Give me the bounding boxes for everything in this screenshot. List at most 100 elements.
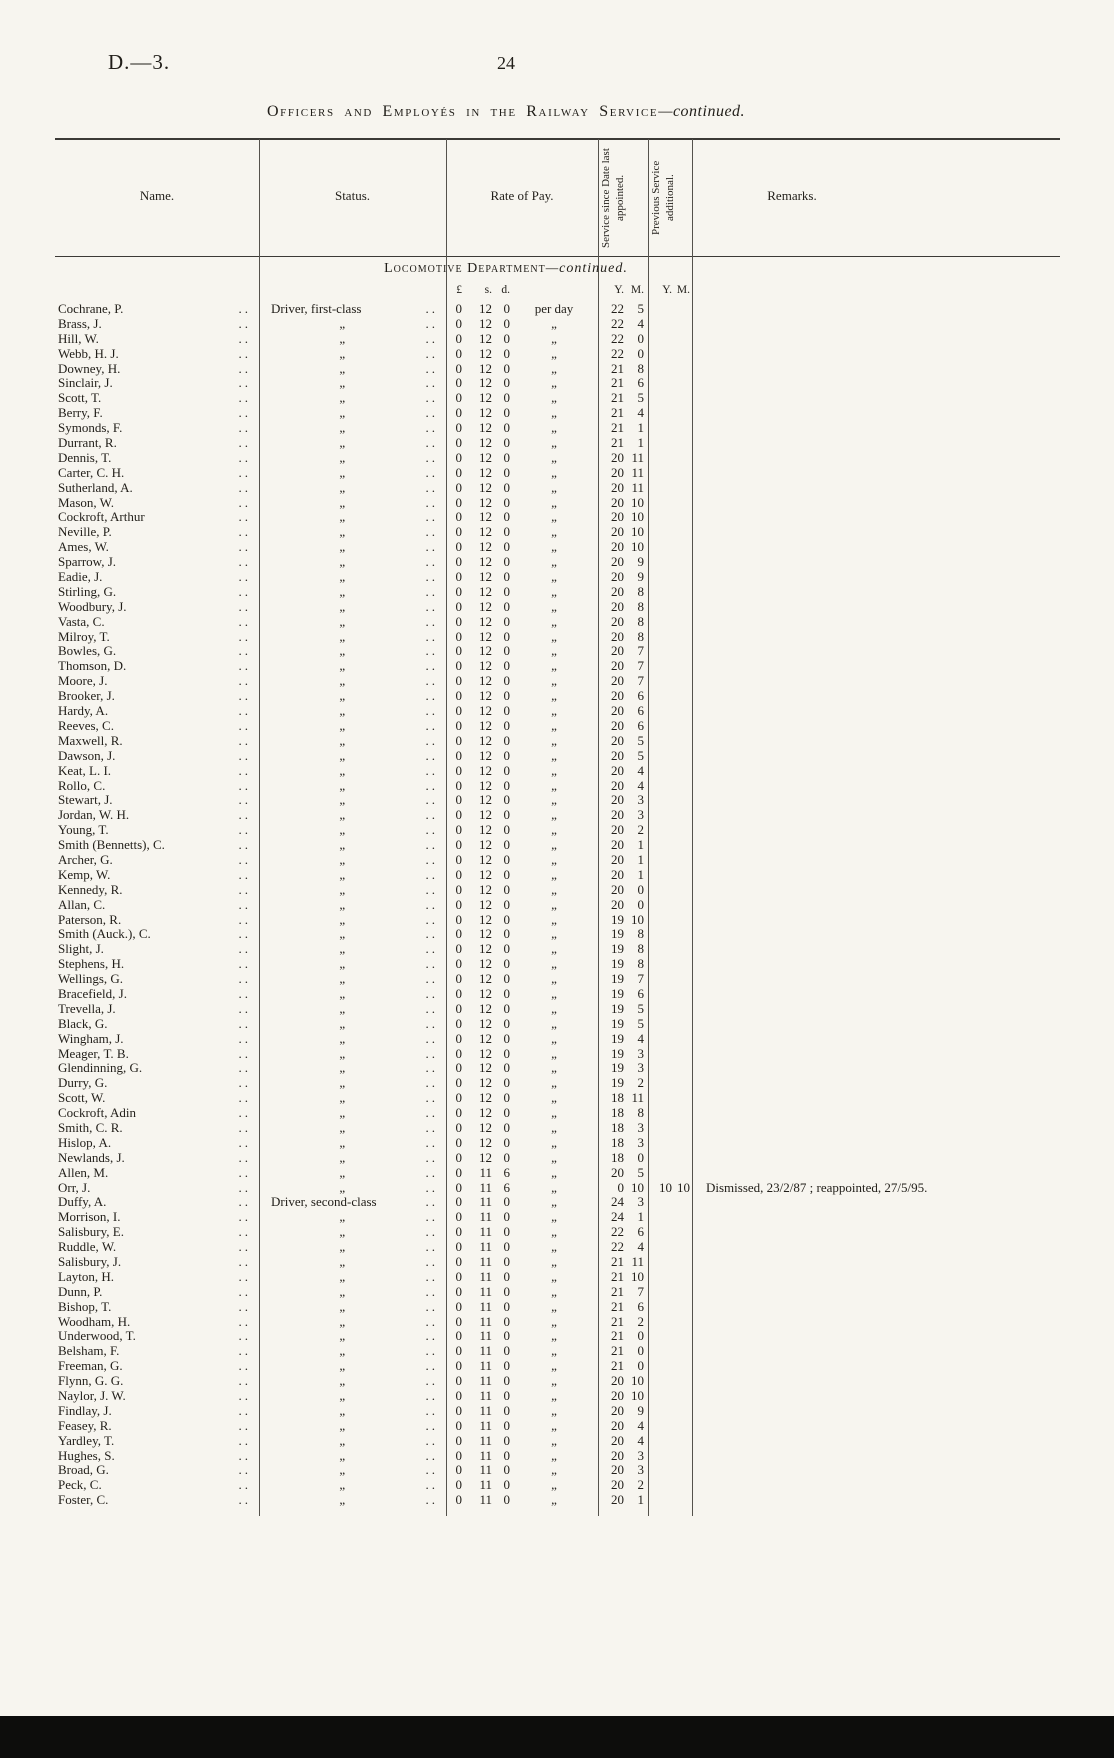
previous-years [648,555,672,570]
cell-service-since: 21 0 [598,1343,648,1359]
rate-unit: „ [551,1239,557,1255]
previous-years [648,1300,672,1315]
leader-dots: .. [238,554,251,570]
employee-name: Cockroft, Adin [58,1105,136,1121]
rate-shillings: 11 [479,1268,492,1284]
remarks-text [692,481,1060,496]
table-row: Ames, W. .. „ .. 0 12 0 „ 20 10 [55,539,1060,555]
cell-rate: 0 12 0 „ [446,748,598,764]
leader-dots: .. [425,777,438,793]
previous-years [648,1091,672,1106]
previous-months [672,1002,690,1017]
employee-status: „ [339,1298,346,1314]
cell-previous-service [648,1359,692,1374]
previous-years [648,704,672,719]
leader-dots: .. [425,688,438,704]
service-years: 22 [611,330,624,346]
rate-pounds: 0 [455,822,463,838]
service-months: 3 [637,1194,645,1210]
employee-name: Moore, J. [58,673,108,689]
employee-name: Flynn, G. G. [58,1373,124,1389]
rate-unit: „ [551,866,557,882]
leader-dots: .. [238,315,251,331]
rate-unit: „ [551,1417,557,1433]
rate-pence: 0 [503,1477,511,1493]
previous-years [648,1195,672,1210]
previous-years [648,764,672,779]
rate-pounds: 0 [455,1447,463,1463]
service-months: 7 [637,673,645,689]
rate-pounds: 0 [455,598,463,614]
service-years: 22 [611,315,624,331]
cell-status: „ .. [259,1120,446,1136]
cell-previous-service [648,719,692,734]
employee-status: „ [339,345,346,361]
leader-dots: .. [238,1075,251,1091]
table-row: Stephens, H. .. „ .. 0 12 0 „ 19 8 [55,956,1060,972]
leader-dots: .. [238,628,251,644]
table-row: Scott, W. .. „ .. 0 12 0 „ 18 11 [55,1090,1060,1106]
cell-service-since: 20 5 [598,748,648,764]
service-years: 18 [611,1119,624,1135]
service-years: 20 [611,717,624,733]
rate-pence: 0 [503,1402,511,1418]
rate-unit: „ [551,375,557,391]
previous-months [672,1285,690,1300]
service-years: 21 [611,1358,624,1374]
rate-pounds: 0 [455,837,463,853]
cell-previous-service [648,496,692,511]
rate-unit: „ [551,1105,557,1121]
rate-pounds: 0 [455,613,463,629]
previous-months [672,630,690,645]
cell-name: Freeman, G. .. [55,1358,259,1374]
rate-pence: 0 [503,1134,511,1150]
service-months: 4 [637,1432,645,1448]
cell-service-since: 18 11 [598,1090,648,1106]
employee-status: „ [339,479,346,495]
cell-service-since: 21 1 [598,435,648,451]
previous-months [672,1106,690,1121]
employee-status: „ [339,1239,346,1255]
cell-name: Woodham, H. .. [55,1314,259,1330]
rate-pounds: 0 [455,792,463,808]
leader-dots: .. [238,1447,251,1463]
employee-name: Kennedy, R. [58,881,123,897]
table-row: Morrison, I. .. „ .. 0 11 0 „ 24 1 [55,1209,1060,1225]
cell-rate: 0 11 0 „ [446,1239,598,1255]
cell-service-since: 20 9 [598,1403,648,1419]
table-row: Jordan, W. H. .. „ .. 0 12 0 „ 20 3 [55,807,1060,823]
cell-status: „ .. [259,1477,446,1493]
rate-shillings: 11 [479,1462,492,1478]
remarks-text [692,674,1060,689]
remarks-text [692,540,1060,555]
rate-pounds: 0 [455,524,463,540]
rate-pounds: 0 [455,405,463,421]
previous-months [672,1300,690,1315]
cell-service-since: 20 6 [598,688,648,704]
remarks-text [692,1329,1060,1344]
cell-rate: 0 11 0 „ [446,1402,598,1419]
service-years: 21 [611,375,624,391]
cell-previous-service [648,674,692,689]
previous-months [672,1359,690,1374]
cell-service-since: 20 11 [598,450,648,466]
previous-months [672,1121,690,1136]
cell-rate: 0 12 0 „ [446,733,598,749]
previous-months [672,615,690,630]
previous-months [672,823,690,838]
cell-rate: 0 11 0 „ [446,1433,598,1449]
rate-shillings: 12 [479,509,492,525]
previous-years [648,838,672,853]
cell-service-since: 21 4 [598,405,648,421]
cell-name: Hill, W. .. [55,331,259,347]
rate-shillings: 11 [479,1283,492,1299]
employee-name: Eadie, J. [58,569,103,585]
employee-name: Downey, H. [58,360,121,376]
previous-years [648,927,672,942]
service-years: 19 [611,1030,624,1046]
employee-status: „ [339,1134,346,1150]
previous-months [672,376,690,391]
leader-dots: .. [425,345,438,361]
rate-pounds: 0 [455,762,463,778]
leader-dots: .. [238,390,251,406]
